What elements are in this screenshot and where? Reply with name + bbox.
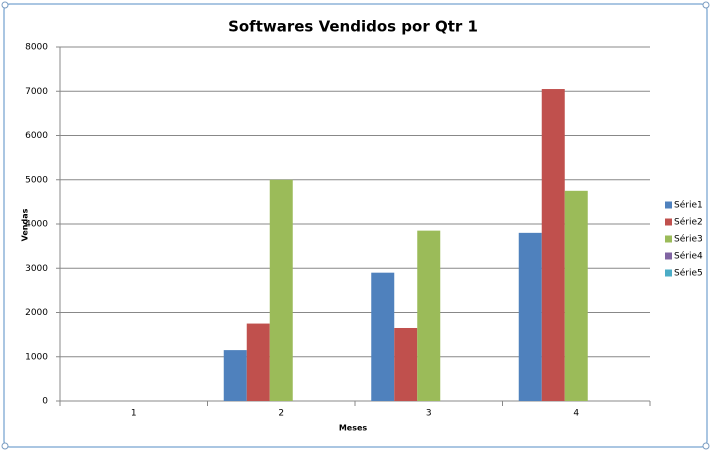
y-tick-label: 1000 <box>25 352 48 362</box>
legend-swatch <box>665 235 672 243</box>
bar <box>541 89 565 401</box>
y-tick-label: 5000 <box>25 175 48 185</box>
legend-label: Série1 <box>674 200 703 211</box>
y-tick-label: 0 <box>42 397 48 407</box>
legend-swatch <box>665 218 672 226</box>
legend-swatch <box>665 201 672 209</box>
x-tick-label: 1 <box>131 409 137 419</box>
bar <box>417 230 441 401</box>
legend-label: Série3 <box>674 234 703 245</box>
chart-title: Softwares Vendidos por Qtr 1 <box>228 18 478 36</box>
y-tick-label: 2000 <box>25 308 48 318</box>
legend-label: Série5 <box>674 268 703 279</box>
y-tick-label: 6000 <box>25 131 48 141</box>
bar <box>518 232 542 401</box>
x-tick-label: 4 <box>573 409 579 419</box>
bar <box>246 323 270 401</box>
legend-label: Série2 <box>674 217 703 228</box>
chart-frame <box>3 3 708 448</box>
legend-swatch <box>665 269 672 277</box>
x-tick-label: 3 <box>426 409 432 419</box>
y-tick-label: 7000 <box>25 87 48 97</box>
bar <box>223 350 247 401</box>
bar <box>269 179 293 401</box>
y-tick-label: 8000 <box>25 43 48 53</box>
legend-swatch <box>665 252 672 260</box>
bar <box>394 327 418 401</box>
y-tick-label: 4000 <box>25 220 48 230</box>
bar <box>564 190 588 401</box>
bar <box>371 272 395 401</box>
legend-label: Série4 <box>674 251 703 262</box>
y-tick-label: 3000 <box>25 264 48 274</box>
x-axis-title: Meses <box>339 424 368 433</box>
x-tick-label: 2 <box>278 409 284 419</box>
y-axis-title: Vendas <box>21 208 30 241</box>
